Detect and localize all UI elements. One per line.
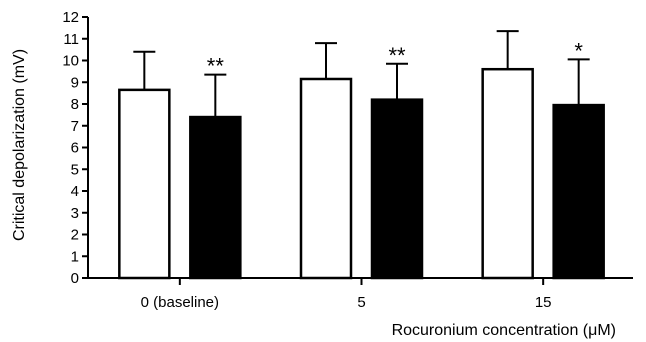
y-tick-label: 6 xyxy=(71,140,79,157)
bar-open xyxy=(118,88,171,280)
x-tick-label: 0 (baseline) xyxy=(141,294,219,311)
y-tick-label: 7 xyxy=(71,118,79,135)
y-tick-label: 2 xyxy=(71,227,79,244)
x-axis: 0 (baseline) 5 15 xyxy=(88,277,633,311)
bar-filled xyxy=(552,103,605,280)
y-tick-label: 12 xyxy=(62,9,79,26)
significance-marker: * xyxy=(574,38,583,63)
x-axis-label: Rocuronium concentration (μM) xyxy=(392,322,616,339)
y-tick-label: 8 xyxy=(71,96,79,113)
bar-open xyxy=(481,67,534,280)
y-tick-label: 1 xyxy=(71,248,79,265)
y-tick-label: 9 xyxy=(71,74,79,91)
y-axis-label: Critical depolarization (mV) xyxy=(11,49,28,241)
significance-marker: ** xyxy=(207,54,225,79)
significance-markers: ** ** * xyxy=(207,38,584,78)
x-tick-label: 5 xyxy=(357,294,365,311)
significance-marker: ** xyxy=(388,43,406,68)
y-tick-label: 5 xyxy=(71,161,79,178)
y-tick-label: 4 xyxy=(71,183,79,200)
bar-open xyxy=(299,77,353,280)
error-bars xyxy=(133,30,590,118)
x-tick-label: 15 xyxy=(535,294,552,311)
bar-filled xyxy=(189,115,242,280)
y-tick-label: 0 xyxy=(71,270,79,287)
y-tick-label: 3 xyxy=(71,205,79,222)
bars xyxy=(118,67,605,280)
bar-filled xyxy=(370,98,424,280)
y-tick-label: 10 xyxy=(62,53,79,70)
y-tick-label: 11 xyxy=(63,31,79,48)
